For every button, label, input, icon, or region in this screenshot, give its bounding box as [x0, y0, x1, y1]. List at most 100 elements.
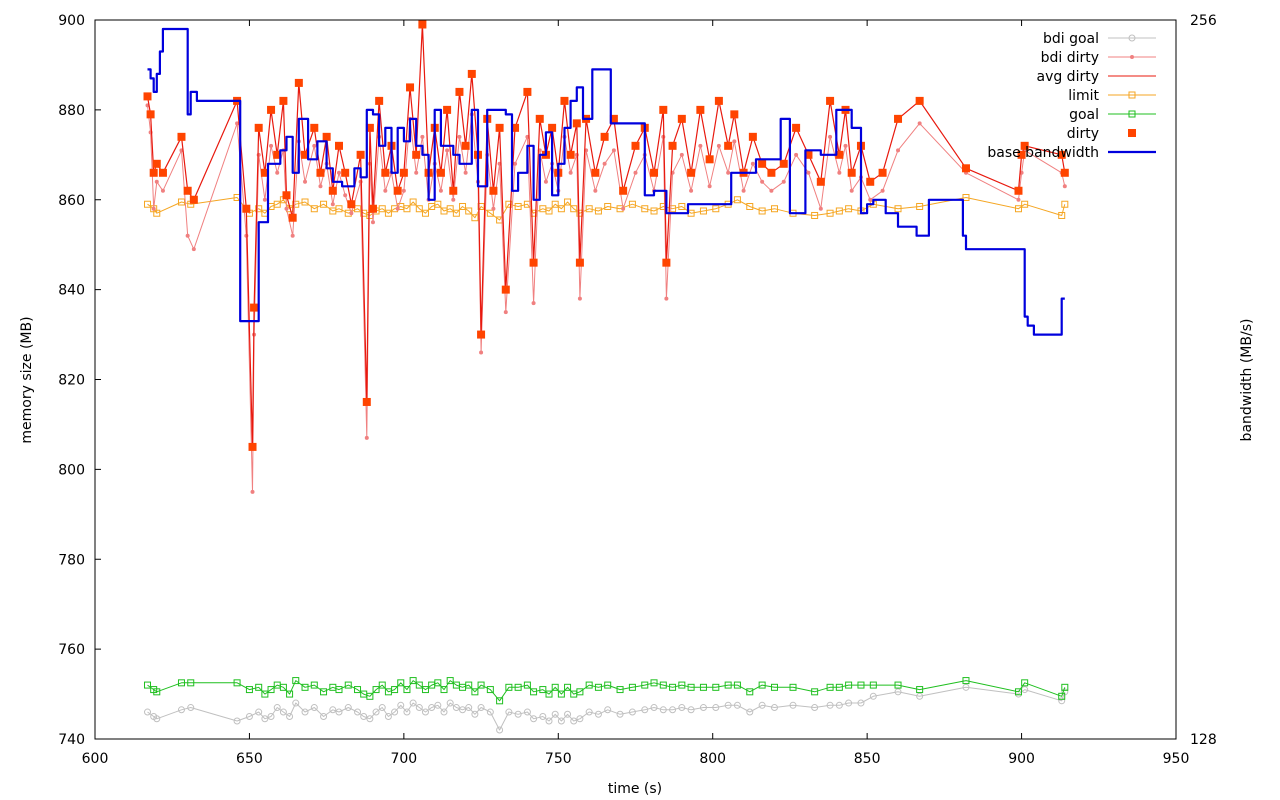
y2-tick-label: 128 — [1190, 732, 1217, 748]
data-point-bdi-dirty — [256, 152, 261, 157]
data-point-limit — [758, 207, 766, 215]
data-point-bdi-goal — [594, 710, 602, 718]
data-point-bdi-dirty — [679, 152, 684, 157]
legend-label: limit — [1068, 88, 1099, 104]
data-point-bdi-goal — [576, 715, 584, 723]
data-point-goal — [261, 690, 269, 698]
data-point-bdi-goal — [551, 710, 559, 718]
data-point-dirty — [1017, 150, 1026, 159]
data-point-dirty — [282, 191, 291, 200]
data-point-limit — [177, 198, 185, 206]
data-point-bdi-goal — [514, 710, 522, 718]
data-point-bdi-goal — [409, 699, 417, 707]
data-point-bdi-goal — [153, 715, 161, 723]
data-point-goal — [733, 681, 741, 689]
data-point-goal — [724, 681, 732, 689]
data-point-dirty — [566, 150, 575, 159]
data-point-limit — [916, 202, 924, 210]
data-point-dirty — [301, 150, 310, 159]
legend-marker — [1128, 129, 1136, 137]
data-point-limit — [557, 205, 565, 213]
data-point-dirty — [501, 285, 510, 294]
data-point-dirty — [467, 69, 476, 78]
data-point-bdi-dirty — [463, 170, 468, 175]
data-point-dirty — [915, 96, 924, 105]
data-point-goal — [434, 679, 442, 687]
data-point-dirty — [866, 177, 875, 186]
data-point-limit — [650, 207, 658, 215]
data-point-goal — [177, 679, 185, 687]
data-point-goal — [628, 683, 636, 691]
data-point-bdi-dirty — [1062, 184, 1067, 189]
data-point-bdi-dirty — [336, 170, 341, 175]
data-point-bdi-goal — [233, 717, 241, 725]
data-point-goal — [372, 686, 380, 694]
data-point-dirty — [511, 123, 520, 132]
data-point-goal — [1014, 688, 1022, 696]
data-point-dirty — [436, 168, 445, 177]
data-point-bdi-dirty — [868, 197, 873, 202]
x-axis-label: time (s) — [608, 781, 662, 797]
data-point-goal — [551, 683, 559, 691]
data-point-dirty — [449, 186, 458, 195]
data-point-limit — [255, 205, 263, 213]
data-point-bdi-dirty — [160, 188, 165, 193]
data-point-goal — [678, 681, 686, 689]
y-tick-label: 840 — [58, 283, 85, 299]
data-point-dirty — [548, 123, 557, 132]
data-point-bdi-goal — [758, 701, 766, 709]
data-point-limit — [446, 205, 454, 213]
data-point-dirty — [322, 132, 331, 141]
data-point-bdi-dirty — [726, 170, 731, 175]
data-point-bdi-dirty — [531, 301, 536, 306]
data-point-bdi-dirty — [191, 247, 196, 252]
data-point-bdi-dirty — [275, 170, 280, 175]
legend-marker — [1130, 55, 1134, 59]
data-point-limit — [320, 200, 328, 208]
data-point-dirty — [356, 150, 365, 159]
data-point-bdi-goal — [1058, 697, 1066, 705]
data-point-dirty — [418, 20, 427, 29]
data-point-bdi-dirty — [438, 188, 443, 193]
data-point-dirty — [143, 92, 152, 101]
y2-axis-label: bandwidth (MB/s) — [1239, 319, 1255, 442]
data-point-bdi-dirty — [707, 184, 712, 189]
legend-item-limit: limit — [1068, 88, 1156, 104]
data-point-dirty — [1020, 141, 1029, 150]
data-point-goal — [514, 683, 522, 691]
data-point-goal — [344, 681, 352, 689]
data-point-bdi-goal — [530, 715, 538, 723]
data-point-dirty — [365, 123, 374, 132]
data-point-bdi-dirty — [837, 170, 842, 175]
data-point-bdi-dirty — [401, 188, 406, 193]
data-point-bdi-dirty — [574, 152, 579, 157]
data-point-bdi-dirty — [284, 206, 289, 211]
data-point-bdi-dirty — [611, 148, 616, 153]
data-point-goal — [650, 679, 658, 687]
data-point-goal — [335, 686, 343, 694]
data-point-limit — [1021, 200, 1029, 208]
data-point-goal — [279, 683, 287, 691]
data-point-bdi-goal — [557, 717, 565, 725]
data-point-dirty — [730, 110, 739, 119]
legend-item-dirty: dirty — [1067, 126, 1136, 142]
data-point-goal — [659, 681, 667, 689]
data-point-goal — [446, 677, 454, 685]
data-point-bdi-goal — [360, 713, 368, 721]
data-point-goal — [845, 681, 853, 689]
data-point-bdi-goal — [403, 708, 411, 716]
data-point-bdi-goal — [344, 704, 352, 712]
data-point-bdi-goal — [659, 706, 667, 714]
data-point-limit — [335, 205, 343, 213]
data-point-bdi-dirty — [689, 188, 694, 193]
data-point-bdi-dirty — [235, 121, 240, 126]
data-point-bdi-dirty — [151, 206, 156, 211]
data-point-bdi-dirty — [716, 143, 721, 148]
data-point-limit — [301, 198, 309, 206]
data-point-goal — [835, 683, 843, 691]
data-point-goal — [320, 688, 328, 696]
legend-label: avg dirty — [1036, 69, 1099, 85]
data-point-bdi-dirty — [503, 310, 508, 315]
data-point-bdi-goal — [320, 713, 328, 721]
data-point-bdi-goal — [354, 708, 362, 716]
